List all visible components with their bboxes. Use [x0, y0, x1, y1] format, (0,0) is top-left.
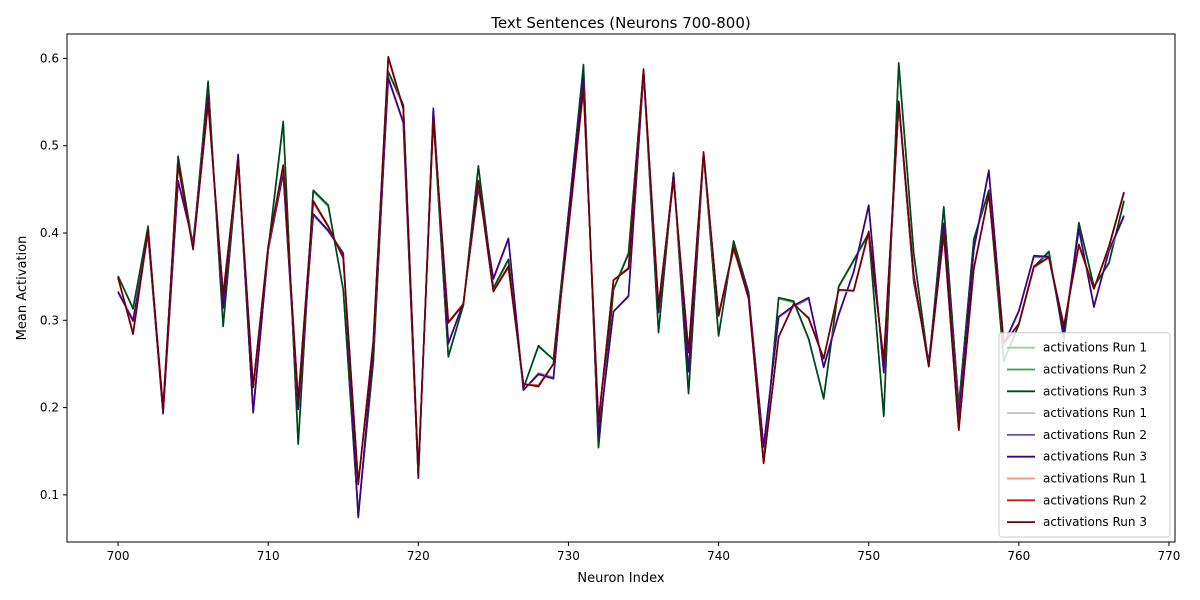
y-tick-label: 0.6: [40, 51, 59, 65]
legend-label: activations Run 3: [1043, 384, 1147, 398]
y-axis: 0.1 0.2 0.3 0.4 0.5 0.6: [40, 51, 67, 502]
y-tick-label: 0.4: [40, 226, 59, 240]
x-tick-label: 710: [257, 549, 280, 563]
legend-label: activations Run 1: [1043, 472, 1147, 486]
legend-label: activations Run 3: [1043, 515, 1147, 529]
legend: activations Run 1 activations Run 2 activa…: [998, 332, 1171, 538]
x-tick-label: 740: [707, 549, 730, 563]
series-line-9: [117, 55, 1125, 486]
y-tick-label: 0.5: [40, 139, 59, 153]
legend-label: activations Run 1: [1043, 406, 1147, 420]
y-tick-label: 0.3: [40, 313, 59, 327]
legend-label: activations Run 1: [1043, 341, 1147, 355]
x-tick-label: 750: [857, 549, 880, 563]
x-tick-label: 760: [1007, 549, 1030, 563]
series-lines: [117, 55, 1125, 519]
series-line-3: [117, 61, 1125, 516]
legend-label: activations Run 2: [1043, 428, 1147, 442]
x-tick-label: 770: [1158, 549, 1181, 563]
legend-box: [998, 332, 1171, 538]
x-tick-label: 700: [107, 549, 130, 563]
y-tick-label: 0.1: [40, 488, 59, 502]
plot-frame: [66, 33, 1176, 543]
x-axis-label: Neuron Index: [577, 571, 664, 586]
legend-label: activations Run 3: [1043, 450, 1147, 464]
chart-title: Text Sentences (Neurons 700-800): [490, 14, 750, 32]
y-tick-label: 0.2: [40, 401, 59, 415]
y-axis-label: Mean Activation: [15, 236, 30, 341]
x-tick-label: 720: [407, 549, 430, 563]
legend-label: activations Run 2: [1043, 493, 1147, 507]
legend-label: activations Run 2: [1043, 363, 1147, 377]
x-tick-label: 730: [557, 549, 580, 563]
x-axis: 700 710 720 730 740 750 760 770: [107, 542, 1181, 563]
